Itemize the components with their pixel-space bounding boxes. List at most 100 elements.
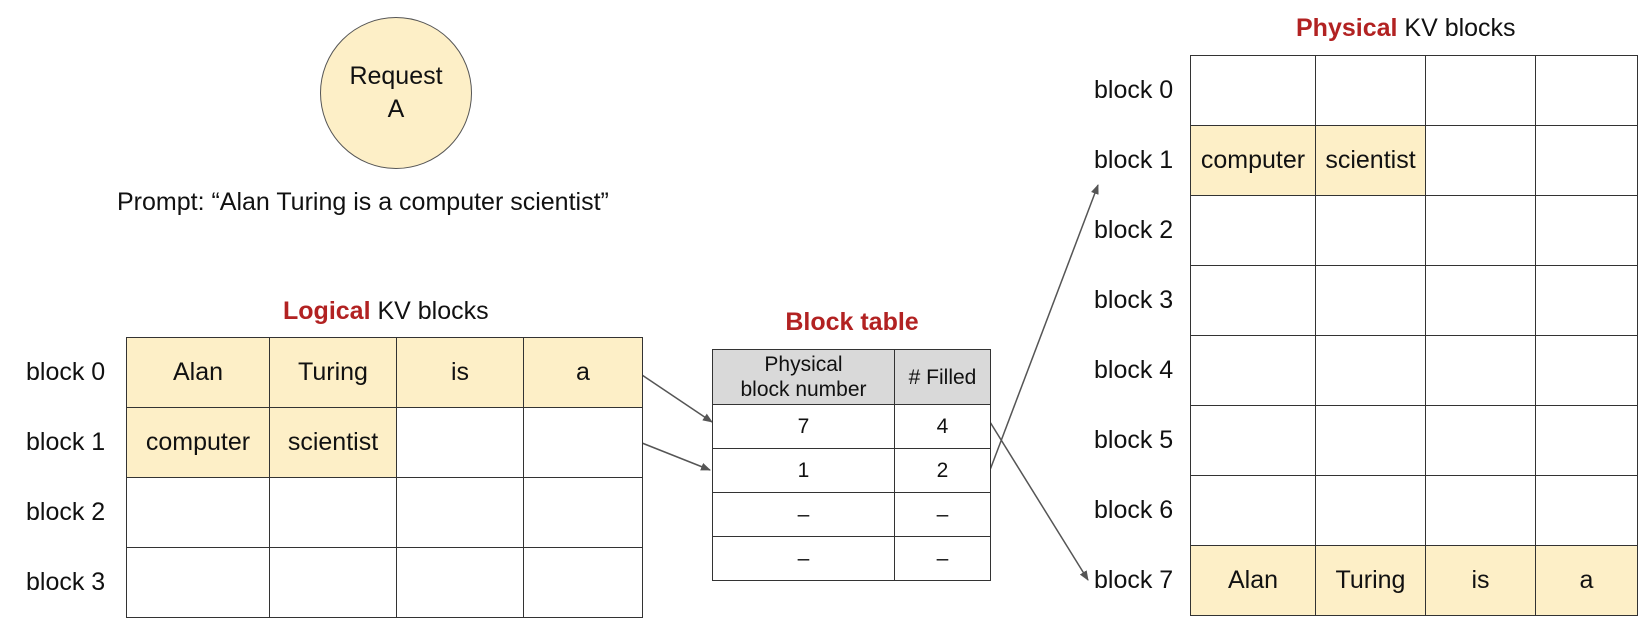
logical-cell xyxy=(269,477,397,548)
logical-row: computer scientist xyxy=(126,407,643,478)
logical-row-label: block 0 xyxy=(26,358,106,386)
physical-row-label: block 5 xyxy=(1094,426,1174,454)
physical-cell xyxy=(1190,335,1316,406)
block-table-title: Block table xyxy=(785,308,919,336)
logical-cell xyxy=(396,407,524,478)
logical-cell xyxy=(396,547,524,618)
logical-cell xyxy=(523,477,643,548)
physical-row-label: block 7 xyxy=(1094,566,1174,594)
block-table-cell: 7 xyxy=(712,404,895,449)
logical-title-rest: KV blocks xyxy=(370,297,489,325)
logical-cell: Alan xyxy=(126,337,270,408)
arrow-table-to-physical7 xyxy=(989,421,1089,581)
block-table-header-physical: Physical block number xyxy=(712,349,895,405)
block-table-row: 7 4 xyxy=(712,404,991,449)
logical-row: Alan Turing is a xyxy=(126,337,643,408)
physical-cell: Alan xyxy=(1190,545,1316,616)
physical-row xyxy=(1190,405,1638,476)
logical-kv-grid: Alan Turing is a computer scientist xyxy=(126,337,643,618)
header-physical-line1: Physical xyxy=(764,353,843,376)
request-circle: Request A xyxy=(320,17,472,169)
physical-cell xyxy=(1425,405,1536,476)
physical-cell xyxy=(1190,405,1316,476)
physical-cell xyxy=(1535,335,1638,406)
block-table-row: – – xyxy=(712,492,991,537)
logical-cell xyxy=(396,477,524,548)
prompt-text: Prompt: “Alan Turing is a computer scien… xyxy=(117,188,609,216)
physical-row: Alan Turing is a xyxy=(1190,545,1638,616)
block-table-header-filled: # Filled xyxy=(894,349,991,405)
logical-row-label: block 2 xyxy=(26,498,106,526)
physical-row xyxy=(1190,195,1638,266)
logical-cell xyxy=(126,477,270,548)
logical-row xyxy=(126,547,643,618)
physical-row-label: block 6 xyxy=(1094,496,1174,524)
logical-row-label: block 1 xyxy=(26,428,106,456)
arrow-logical0-to-table xyxy=(641,374,713,423)
block-table-cell: 2 xyxy=(894,448,991,493)
block-table-cell: – xyxy=(712,492,895,537)
physical-cell xyxy=(1315,265,1426,336)
physical-cell xyxy=(1315,405,1426,476)
logical-row-labels: block 0 block 1 block 2 block 3 xyxy=(26,337,105,617)
physical-cell xyxy=(1535,195,1638,266)
physical-cell xyxy=(1535,265,1638,336)
physical-row-label: block 4 xyxy=(1094,356,1174,384)
logical-cell xyxy=(523,407,643,478)
logical-cell: computer xyxy=(126,407,270,478)
physical-row-label: block 1 xyxy=(1094,146,1174,174)
physical-title-rest: KV blocks xyxy=(1397,14,1516,42)
physical-cell: is xyxy=(1425,545,1536,616)
physical-row xyxy=(1190,475,1638,546)
physical-title: Physical KV blocks xyxy=(1296,14,1516,43)
block-table-row: – – xyxy=(712,536,991,581)
request-label-line2: A xyxy=(387,95,405,123)
logical-cell: is xyxy=(396,337,524,408)
physical-cell: computer xyxy=(1190,125,1316,196)
physical-kv-grid: computer scientist Alan Turing is xyxy=(1190,55,1638,616)
physical-cell xyxy=(1425,475,1536,546)
physical-cell xyxy=(1315,335,1426,406)
logical-cell: scientist xyxy=(269,407,397,478)
physical-cell: scientist xyxy=(1315,125,1426,196)
block-table: Physical block number # Filled 7 4 1 2 – … xyxy=(712,349,991,581)
physical-row-label: block 3 xyxy=(1094,286,1174,314)
physical-cell xyxy=(1425,265,1536,336)
physical-row: computer scientist xyxy=(1190,125,1638,196)
logical-cell xyxy=(126,547,270,618)
physical-cell xyxy=(1315,55,1426,126)
physical-row-labels: block 0 block 1 block 2 block 3 block 4 … xyxy=(1094,55,1173,615)
logical-cell: Turing xyxy=(269,337,397,408)
physical-cell xyxy=(1315,475,1426,546)
logical-cell: a xyxy=(523,337,643,408)
physical-row-label: block 0 xyxy=(1094,76,1174,104)
logical-row xyxy=(126,477,643,548)
logical-cell xyxy=(523,547,643,618)
physical-cell xyxy=(1425,125,1536,196)
physical-cell xyxy=(1425,335,1536,406)
physical-cell xyxy=(1535,405,1638,476)
request-label-line1: Request xyxy=(349,62,443,90)
physical-row-label: block 2 xyxy=(1094,216,1174,244)
physical-cell xyxy=(1190,265,1316,336)
arrow-table-to-physical1 xyxy=(989,184,1099,471)
physical-cell xyxy=(1315,195,1426,266)
block-table-row: 1 2 xyxy=(712,448,991,493)
physical-cell xyxy=(1535,125,1638,196)
physical-row xyxy=(1190,55,1638,126)
physical-cell xyxy=(1535,55,1638,126)
logical-row-label: block 3 xyxy=(26,568,106,596)
physical-cell: a xyxy=(1535,545,1638,616)
physical-cell: Turing xyxy=(1315,545,1426,616)
block-table-cell: 1 xyxy=(712,448,895,493)
logical-title-highlight: Logical xyxy=(283,297,371,325)
block-table-cell: – xyxy=(712,536,895,581)
header-physical-line2: block number xyxy=(740,378,867,401)
physical-cell xyxy=(1190,55,1316,126)
logical-title: Logical KV blocks xyxy=(283,297,489,326)
physical-cell xyxy=(1425,195,1536,266)
physical-title-highlight: Physical xyxy=(1296,14,1398,42)
physical-row xyxy=(1190,335,1638,406)
physical-row xyxy=(1190,265,1638,336)
